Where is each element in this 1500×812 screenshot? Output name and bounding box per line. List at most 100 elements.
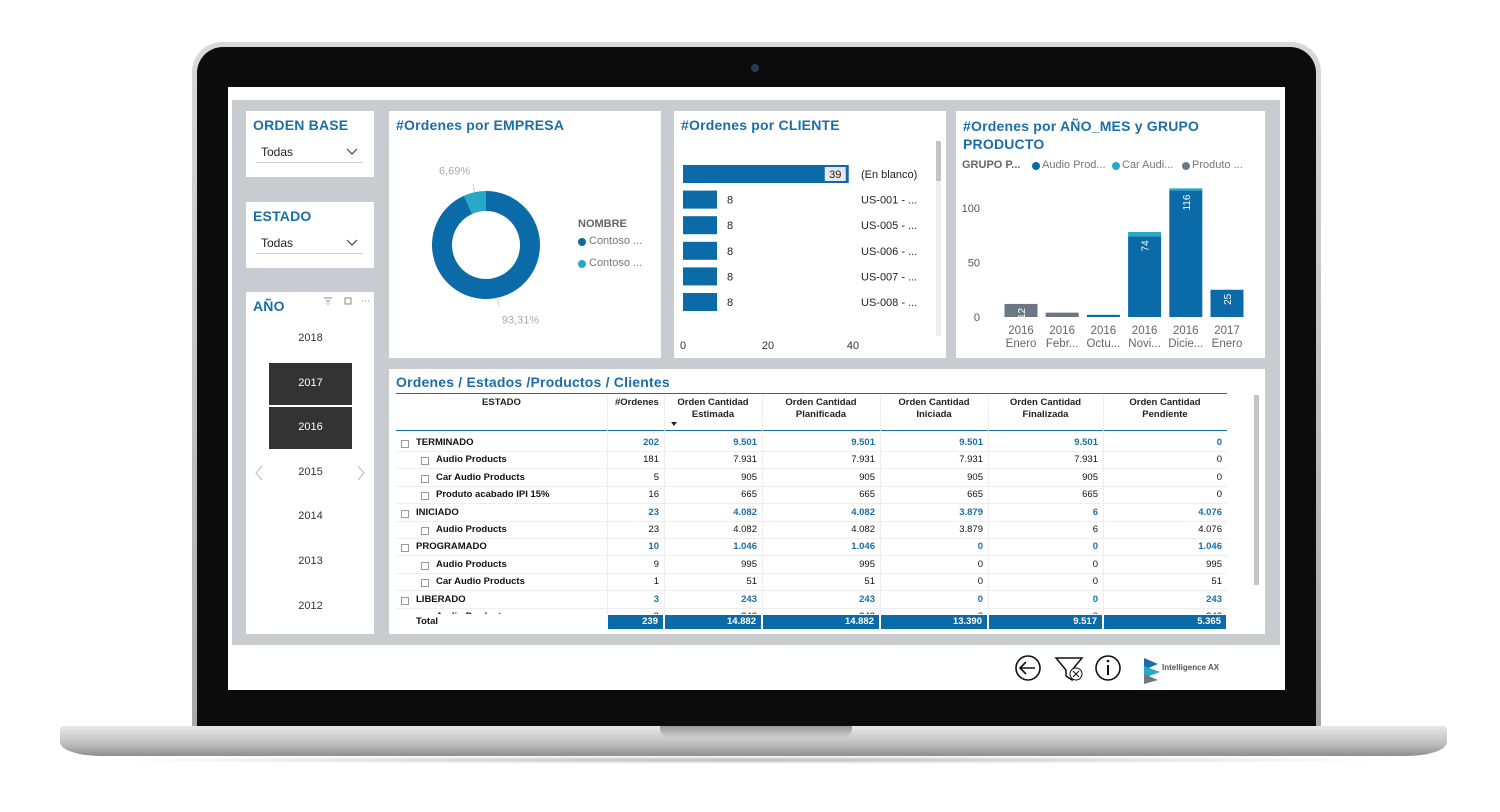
cell-value: 4.082: [851, 524, 875, 535]
row-label: LIBERADO: [416, 593, 466, 605]
cell-value: 7.931: [1074, 454, 1098, 466]
cell-value: 9.501: [959, 437, 983, 448]
cell-value: 0: [977, 558, 983, 570]
cell-value: 3.879: [959, 524, 983, 535]
expand-toggle[interactable]: [401, 596, 409, 605]
chevron: [346, 239, 358, 246]
row-rule: [396, 572, 1227, 574]
expand-toggle[interactable]: [421, 527, 429, 535]
row-rule: [396, 520, 1227, 522]
expand-toggle[interactable]: [421, 492, 429, 501]
column-segment: [1128, 231, 1162, 237]
cell-value: 0: [977, 576, 983, 588]
brand-name: Intelligence AX: [1162, 663, 1220, 672]
cell-value: 0: [1216, 454, 1222, 466]
slicer-arrows[interactable]: [254, 465, 366, 481]
year-option[interactable]: 2018: [269, 318, 352, 360]
back-button[interactable]: [1015, 655, 1041, 681]
year-option[interactable]: 2017: [269, 362, 352, 405]
column-header[interactable]: Orden Cantidad Iniciada: [898, 397, 970, 420]
expand-toggle[interactable]: [401, 440, 409, 448]
expand-toggle[interactable]: [401, 544, 409, 553]
chart-title: #Ordenes por EMPRESA: [396, 117, 565, 133]
column-header[interactable]: Orden Cantidad Pendiente: [1129, 397, 1201, 420]
year-option[interactable]: 2016: [269, 407, 352, 450]
column-segment: [1210, 289, 1244, 317]
column-header[interactable]: ESTADO: [482, 397, 521, 408]
row-label: PROGRAMADO: [416, 541, 487, 553]
cell-value: 202: [643, 437, 659, 448]
cell-value: 243: [1206, 593, 1222, 605]
clear-filter-button[interactable]: [1054, 657, 1084, 682]
cell-value: 10: [648, 541, 659, 553]
cell-value: 9.501: [733, 437, 757, 448]
year-label: 2018: [298, 332, 323, 344]
slicer-title: AÑO: [253, 298, 285, 314]
cell-value: 23: [648, 524, 659, 535]
slicer-estado[interactable]: ESTADO Todas: [246, 202, 374, 268]
legend-dot: [578, 238, 586, 246]
legend-label: Car Audi...: [1122, 159, 1174, 171]
expand-toggle[interactable]: [421, 561, 429, 570]
y-tick-label: 0: [974, 312, 980, 324]
dropdown[interactable]: Todas: [256, 141, 362, 163]
cell-value: 995: [741, 558, 757, 570]
slicer-orden-base[interactable]: ORDEN BASE Todas: [246, 111, 374, 177]
category-label: US-008 - ...: [861, 297, 917, 309]
data-label: 8: [727, 195, 733, 207]
total-value: 14.882: [763, 615, 879, 629]
year-option[interactable]: 2013: [269, 541, 352, 583]
data-label: 93,31%: [502, 314, 540, 326]
dropdown[interactable]: Todas: [256, 232, 362, 254]
cell-value: 51: [1211, 576, 1222, 588]
category-label: US-007 - ...: [861, 271, 917, 283]
expand-toggle[interactable]: [401, 509, 409, 518]
cell-value: 0: [1092, 593, 1098, 605]
year-option[interactable]: 2015: [269, 452, 352, 494]
cell-value: 0: [1092, 541, 1098, 553]
expand-toggle[interactable]: [421, 474, 429, 483]
year-option[interactable]: 2012: [269, 586, 352, 628]
column-divider: [988, 395, 989, 615]
row-rule: [396, 503, 1227, 505]
x-tick-label: 20: [762, 340, 774, 352]
laptop-notch: [660, 726, 852, 738]
column-header[interactable]: Orden Cantidad Planificada: [785, 397, 857, 420]
year-label: 2014: [298, 510, 323, 523]
chart-title: #Ordenes por AÑO_MES y GRUPO PRODUCTO: [963, 118, 1200, 152]
cell-value: 4.076: [1198, 524, 1222, 535]
legend-dot: [1032, 162, 1040, 170]
year-option[interactable]: 2014: [269, 496, 352, 538]
legend-title: GRUPO P...: [962, 159, 1021, 171]
column-panel: #Ordenes por AÑO_MES y GRUPO PRODUCTO 0 5…: [956, 111, 1265, 358]
column-chart: 0 50 100 12 74 116 25: [962, 188, 1244, 324]
cell-value: 3: [607, 611, 664, 614]
dropdown-value: Todas: [261, 236, 294, 250]
header-rule: [396, 430, 1227, 431]
row-label: Car Audio Products: [436, 576, 525, 588]
cell-value: 905: [967, 471, 983, 483]
category-label: 2016 Enero: [1005, 325, 1037, 350]
column-header[interactable]: Orden Cantidad Finalizada: [1009, 397, 1082, 420]
scrollbar[interactable]: [936, 141, 941, 336]
column-header[interactable]: Orden Cantidad Estimada: [677, 397, 749, 420]
legend-dot: [1182, 162, 1190, 170]
info-button[interactable]: [1095, 655, 1121, 681]
cell-value: 5: [653, 471, 659, 483]
expand-toggle[interactable]: [421, 457, 429, 466]
column-header[interactable]: #Ordenes: [615, 397, 659, 408]
category-label: (En blanco): [861, 169, 917, 181]
row-rule: [396, 451, 1227, 452]
slicer-title: ESTADO: [253, 208, 312, 224]
row-label: INICIADO: [416, 506, 459, 518]
cell-value: 7.931: [733, 454, 757, 466]
donut-chart: 93,31% 6,69%: [432, 166, 540, 326]
shadow: [100, 756, 1400, 764]
y-tick-label: 50: [968, 258, 980, 270]
bar: [683, 165, 849, 183]
scroll-thumb[interactable]: [936, 141, 941, 181]
scrollbar[interactable]: [1254, 395, 1259, 585]
cell-value: 7.931: [851, 454, 875, 466]
expand-toggle[interactable]: [421, 579, 429, 588]
